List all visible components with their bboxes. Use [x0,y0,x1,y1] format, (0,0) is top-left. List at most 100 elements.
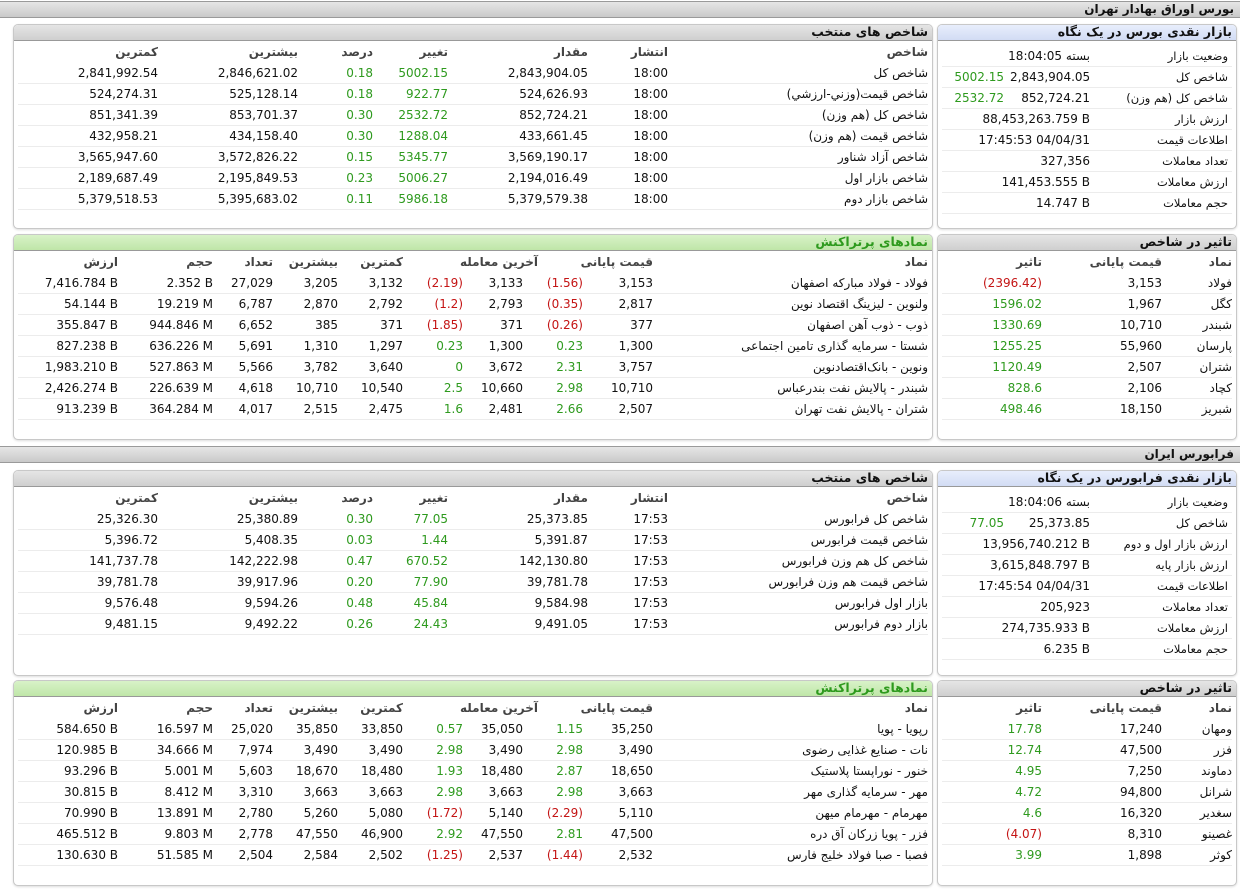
cell-symbol[interactable]: سغدیر [1199,806,1232,820]
cell-symbol[interactable]: ولنوین - لیزینگ اقتصاد نوین [790,297,928,311]
cell-name[interactable]: شاخص کل فرابورس [824,512,928,526]
table-row[interactable]: شاخص کل 18:00 2,843,904.05 5002.15 0.18 2,846… [18,63,928,84]
cell-name[interactable]: شاخص قیمت هم وزن فرابورس [768,575,928,589]
cell-symbol[interactable]: شستا - سرمایه گذاری تامین اجتماعی [741,339,928,353]
cell-symbol[interactable]: کچاد [1209,381,1232,395]
column-header-value[interactable]: ارزش [83,255,119,269]
column-header-value[interactable]: ارزش [83,701,119,715]
column-header-volume[interactable]: حجم [186,255,213,269]
cell-symbol[interactable]: مهر - سرمایه گذاری مهر [804,785,928,799]
cell-symbol[interactable]: ومهان [1201,722,1232,736]
table-row[interactable]: فزر - پویا زرکان آق دره 47,500 2.81 47,550 2… [18,824,928,845]
cell-name[interactable]: شاخص کل هم وزن فرابورس [781,554,928,568]
column-header-count[interactable]: تعداد [244,701,273,715]
column-header-close[interactable]: قیمت پایانی [580,701,653,715]
table-row[interactable]: مهر - سرمایه گذاری مهر 3,663 2.98 3,663 2.98… [18,782,928,803]
cell-symbol[interactable]: نات - صنایع غذایی رضوی [802,743,928,757]
table-row[interactable]: نات - صنایع غذایی رضوی 3,490 2.98 3,490 2.98… [18,740,928,761]
column-header-count[interactable]: تعداد [244,255,273,269]
column-header-last[interactable]: آخرین معامله [459,701,538,715]
column-header-high[interactable]: بیشترین [288,255,338,269]
cell-symbol[interactable]: کوثر [1210,848,1232,862]
cell-name[interactable]: شاخص کل (هم وزن) [821,108,928,122]
column-header-name[interactable]: شاخص [886,491,928,505]
cell-name[interactable]: شاخص قیمت(وزني-ارزشي) [786,87,928,101]
cell-symbol[interactable]: دماوند [1201,764,1232,778]
column-header-close[interactable]: قیمت پایانی [1089,255,1162,269]
table-row[interactable]: غصینو 8,310 (4.07) [942,824,1232,845]
table-row[interactable]: شبندر - پالایش نفت بندرعباس 10,710 2.98 10,… [18,378,928,399]
table-row[interactable]: شاخص قیمت(وزني-ارزشي) 18:00 524,626.93 922.… [18,84,928,105]
table-row[interactable]: رپویا - پویا 35,250 1.15 35,050 0.57 33,850 35… [18,719,928,740]
column-header-high[interactable]: بیشترین [248,45,298,59]
cell-symbol[interactable]: شرانل [1199,785,1232,799]
table-row[interactable]: شاخص آزاد شناور 18:00 3,569,190.17 5345.77 0… [18,147,928,168]
table-row[interactable]: کوثر 1,898 3.99 [942,845,1232,866]
cell-symbol[interactable]: شبریز [1201,402,1232,416]
cell-symbol[interactable]: شبندر - پالایش نفت بندرعباس [777,381,928,395]
column-header-low[interactable]: کمترین [360,255,403,269]
column-header-name[interactable]: شاخص [886,45,928,59]
column-header-low[interactable]: کمترین [115,45,158,59]
cell-symbol[interactable]: رپویا - پویا [877,722,928,736]
cell-name[interactable]: شاخص کل [873,66,928,80]
table-row[interactable]: ومهان 17,240 17.78 [942,719,1232,740]
column-header-symbol[interactable]: نماد [1208,255,1232,269]
cell-symbol[interactable]: پارسان [1196,339,1232,353]
column-header-value[interactable]: مقدار [553,45,588,59]
table-row[interactable]: شستا - سرمایه گذاری تامین اجتماعی 1,300 0.… [18,336,928,357]
column-header-effect[interactable]: تاثیر [1016,701,1042,715]
column-header-symbol[interactable]: نماد [904,701,928,715]
column-header-close[interactable]: قیمت پایانی [580,255,653,269]
table-row[interactable]: سغدیر 16,320 4.6 [942,803,1232,824]
table-row[interactable]: مهرمام - مهرمام میهن 5,110 (2.29) 5,140 (1.7… [18,803,928,824]
column-header-close[interactable]: قیمت پایانی [1089,701,1162,715]
cell-name[interactable]: شاخص قیمت فرابورس [810,533,928,547]
table-row[interactable]: شاخص کل فرابورس 17:53 25,373.85 77.05 0.30 25… [18,509,928,530]
table-row[interactable]: شرانل 94,800 4.72 [942,782,1232,803]
cell-symbol[interactable]: شتران - پالایش نفت تهران [794,402,928,416]
cell-symbol[interactable]: مهرمام - مهرمام میهن [815,806,928,820]
column-header-percent[interactable]: درصد [341,45,373,59]
cell-symbol[interactable]: غصینو [1201,827,1232,841]
table-row[interactable]: شاخص قیمت فرابورس 17:53 5,391.87 1.44 0.03 5,… [18,530,928,551]
table-row[interactable]: خنور - نوراپستا پلاستیک 18,650 2.87 18,480 1… [18,761,928,782]
column-header-change[interactable]: تغییر [419,491,448,505]
table-row[interactable]: فولاد - فولاد مبارکه اصفهان 3,153 (1.56) 3,… [18,273,928,294]
column-header-percent[interactable]: درصد [341,491,373,505]
cell-symbol[interactable]: فولاد [1207,276,1232,290]
table-row[interactable]: شاخص بازار اول 18:00 2,194,016.49 5006.27 0.… [18,168,928,189]
table-row[interactable]: فصبا - صبا فولاد خلیج فارس 2,532 (1.44) 2,5… [18,845,928,866]
column-header-volume[interactable]: حجم [186,701,213,715]
column-header-value[interactable]: مقدار [553,491,588,505]
column-header-time[interactable]: انتشار [630,491,668,505]
column-header-high[interactable]: بیشترین [248,491,298,505]
column-header-low[interactable]: کمترین [115,491,158,505]
table-row[interactable]: دماوند 7,250 4.95 [942,761,1232,782]
cell-symbol[interactable]: شبندر [1202,318,1232,332]
table-row[interactable]: شاخص قیمت (هم وزن) 18:00 433,661.45 1288.04… [18,126,928,147]
table-row[interactable]: شبریز 18,150 498.46 [942,399,1232,420]
cell-name[interactable]: شاخص قیمت (هم وزن) [808,129,928,143]
column-header-low[interactable]: کمترین [360,701,403,715]
table-row[interactable]: شاخص بازار دوم 18:00 5,379,579.38 5986.18 0.… [18,189,928,210]
cell-symbol[interactable]: خنور - نوراپستا پلاستیک [810,764,928,778]
table-row[interactable]: ذوب - ذوب آهن اصفهان 377 (0.26) 371 (1.85) 37… [18,315,928,336]
table-row[interactable]: شبندر 10,710 1330.69 [942,315,1232,336]
cell-symbol[interactable]: فزر - پویا زرکان آق دره [810,827,928,841]
column-header-change[interactable]: تغییر [419,45,448,59]
table-row[interactable]: بازار اول فرابورس 17:53 9,584.98 45.84 0.48 9… [18,593,928,614]
column-header-last[interactable]: آخرین معامله [459,255,538,269]
table-row[interactable]: فزر 47,500 12.74 [942,740,1232,761]
table-row[interactable]: ولنوین - لیزینگ اقتصاد نوین 2,817 (0.35) 2,… [18,294,928,315]
table-row[interactable]: ونوین - بانک‌اقتصادنوین 3,757 2.31 3,672 0 3,… [18,357,928,378]
table-row[interactable]: شتران 2,507 1120.49 [942,357,1232,378]
table-row[interactable]: پارسان 55,960 1255.25 [942,336,1232,357]
cell-name[interactable]: بازار دوم فرابورس [834,617,928,631]
table-row[interactable]: فولاد 3,153 (2396.42) [942,273,1232,294]
column-header-symbol[interactable]: نماد [1208,701,1232,715]
cell-symbol[interactable]: شتران [1199,360,1232,374]
cell-symbol[interactable]: ونوین - بانک‌اقتصادنوین [813,360,928,374]
table-row[interactable]: شاخص قیمت هم وزن فرابورس 17:53 39,781.78 77… [18,572,928,593]
table-row[interactable]: شاخص کل (هم وزن) 18:00 852,724.21 2532.72 0.… [18,105,928,126]
